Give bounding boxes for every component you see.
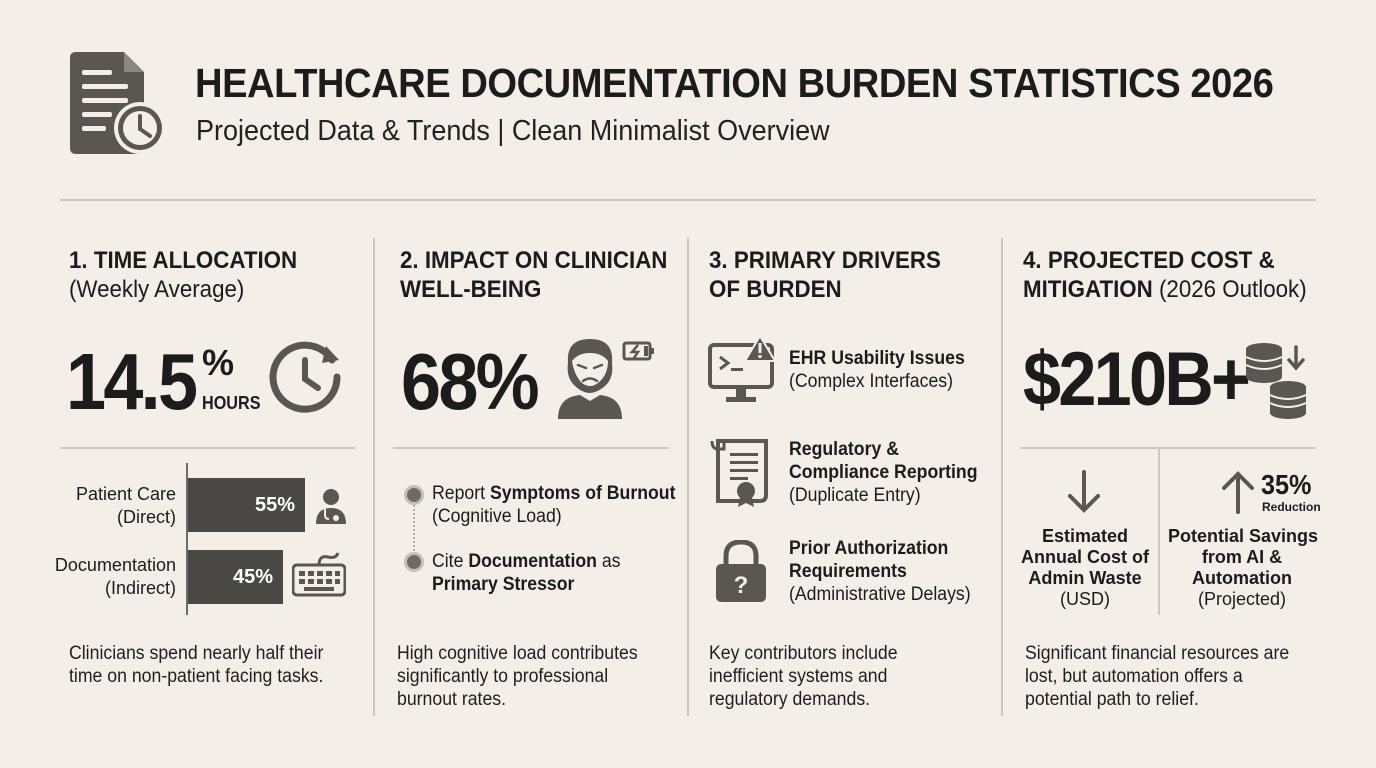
certificate-icon — [710, 439, 768, 507]
page-subtitle: Projected Data & Trends | Clean Minimali… — [196, 115, 830, 147]
arrow-down-icon — [1068, 470, 1100, 513]
section-1-subheading: (Weekly Average) — [69, 276, 245, 303]
bar-label-documentation: Documentation (Indirect) — [54, 555, 176, 598]
reduction-value: 35% — [1261, 469, 1312, 500]
section-1-heading: 1. TIME ALLOCATION — [69, 247, 298, 274]
section-4-divider — [1020, 447, 1316, 449]
section-2-title: 2. IMPACT ON CLINICIAN WELL-BEING — [400, 247, 668, 303]
section-2-divider — [393, 447, 669, 449]
section-2-note: High cognitive load contributes significa… — [397, 643, 638, 710]
bar-documentation: 45% — [188, 550, 283, 604]
bar-patient-care: 55% — [188, 478, 305, 532]
column-divider — [687, 238, 689, 716]
svg-text:?: ? — [734, 572, 749, 599]
arrow-up-icon — [1222, 471, 1254, 514]
section-4-title: 4. PROJECTED COST & MITIGATION (2026 Outl… — [1023, 247, 1307, 303]
admin-waste-label: Estimated Annual Cost of Admin Waste (USD) — [1021, 526, 1149, 609]
burnout-bullet: Report Symptoms of Burnout (Cognitive Loa… — [432, 483, 676, 527]
header-divider — [60, 199, 1316, 201]
bar-value: 55% — [254, 493, 295, 516]
section-3-note: Key contributors include inefficient syst… — [709, 643, 898, 710]
stopwatch-icon — [269, 341, 341, 413]
driver-prior-authorization: Prior Authorization Requirements (Administ… — [789, 538, 971, 605]
page-title: HEALTHCARE DOCUMENTATION BURDEN STATISTI… — [195, 60, 1274, 106]
bar-label-patient-care: Patient Care (Direct) — [75, 484, 176, 527]
reduction-label: Reduction — [1262, 500, 1321, 514]
keyboard-icon — [292, 552, 346, 597]
hours-unit-percent: % — [202, 342, 235, 383]
section-1-title: 1. TIME ALLOCATION (Weekly Average) — [69, 246, 297, 304]
driver-ehr: EHR Usability Issues (Complex Interfaces) — [789, 348, 965, 392]
lock-question-icon: ? — [716, 540, 766, 602]
section-3-title: 3. PRIMARY DRIVERS OF BURDEN — [709, 247, 941, 303]
document-clock-icon — [70, 52, 166, 154]
monitor-warning-icon — [708, 335, 777, 402]
section-1-divider — [60, 447, 355, 449]
doctor-icon — [316, 489, 346, 524]
cost-value: $210B+ — [1023, 337, 1251, 422]
hours-value: 14.5 — [66, 337, 198, 426]
stressor-bullet: Cite Documentation as Primary Stressor — [432, 551, 621, 595]
driver-regulatory: Regulatory & Compliance Reporting (Duplica… — [789, 439, 978, 506]
section-4-note: Significant financial resources are lost,… — [1025, 643, 1290, 710]
bullet-dot — [404, 485, 424, 505]
column-divider — [1001, 238, 1003, 716]
subsection-divider — [1158, 449, 1160, 615]
bar-value: 45% — [232, 565, 273, 588]
bar-axis — [186, 463, 188, 615]
column-divider — [373, 238, 375, 716]
coins-down-icon — [1245, 343, 1307, 419]
hours-unit-label: HOURS — [202, 393, 261, 413]
bullet-dot — [404, 552, 424, 572]
burnout-value: 68% — [401, 337, 540, 426]
tired-clinician-icon — [558, 339, 654, 419]
section-1-note: Clinicians spend nearly half their time o… — [69, 643, 324, 687]
bullet-connector — [413, 505, 415, 551]
savings-label: Potential Savings from AI & Automation (Pro… — [1168, 526, 1319, 609]
